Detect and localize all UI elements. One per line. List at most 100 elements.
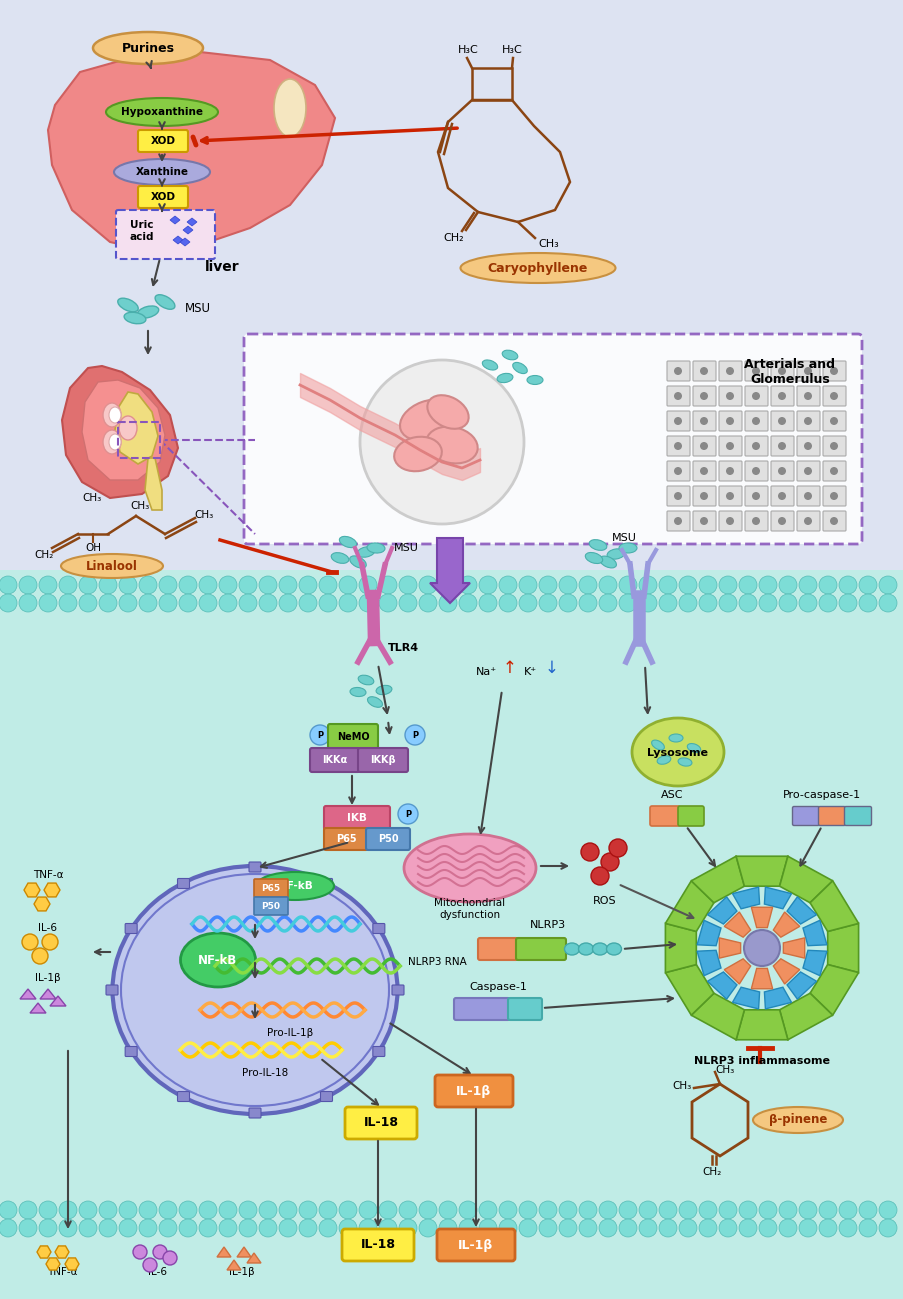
Text: IKB: IKB (347, 813, 367, 824)
Circle shape (19, 1218, 37, 1237)
FancyBboxPatch shape (254, 898, 288, 914)
Ellipse shape (668, 734, 683, 742)
Circle shape (777, 442, 785, 449)
Text: CH₂: CH₂ (702, 1167, 721, 1177)
Text: Xanthine: Xanthine (135, 168, 189, 177)
Circle shape (279, 1202, 297, 1218)
Circle shape (678, 1202, 696, 1218)
Circle shape (119, 594, 137, 612)
Text: liver: liver (204, 260, 239, 274)
Circle shape (159, 594, 177, 612)
Text: Arterials and
Glomerulus: Arterials and Glomerulus (744, 359, 834, 386)
Circle shape (398, 1218, 416, 1237)
Circle shape (777, 392, 785, 400)
FancyBboxPatch shape (770, 511, 793, 531)
Polygon shape (750, 968, 772, 989)
Polygon shape (44, 883, 60, 896)
Circle shape (738, 575, 756, 594)
Circle shape (638, 1218, 656, 1237)
Ellipse shape (427, 395, 468, 429)
Text: H₃C: H₃C (457, 45, 478, 55)
Circle shape (418, 1202, 436, 1218)
Circle shape (725, 392, 733, 400)
Ellipse shape (256, 872, 333, 900)
Circle shape (398, 1202, 416, 1218)
Circle shape (751, 492, 759, 500)
Circle shape (238, 575, 256, 594)
Circle shape (658, 594, 676, 612)
FancyBboxPatch shape (248, 1108, 261, 1118)
Polygon shape (707, 972, 736, 999)
Polygon shape (827, 924, 858, 973)
Polygon shape (187, 218, 197, 226)
Polygon shape (750, 907, 772, 927)
Text: CH₃: CH₃ (672, 1081, 691, 1091)
Circle shape (751, 468, 759, 475)
FancyBboxPatch shape (792, 807, 819, 825)
Polygon shape (783, 938, 804, 959)
Circle shape (674, 517, 681, 525)
FancyBboxPatch shape (796, 410, 819, 431)
Circle shape (139, 575, 157, 594)
Circle shape (803, 392, 811, 400)
FancyBboxPatch shape (116, 210, 215, 259)
Circle shape (751, 392, 759, 400)
Polygon shape (55, 1246, 69, 1257)
Circle shape (829, 417, 837, 425)
Circle shape (418, 575, 436, 594)
Polygon shape (40, 989, 56, 999)
FancyBboxPatch shape (341, 1229, 414, 1261)
Ellipse shape (109, 434, 121, 449)
Circle shape (59, 1202, 77, 1218)
FancyBboxPatch shape (693, 511, 715, 531)
Circle shape (479, 594, 497, 612)
Ellipse shape (103, 403, 121, 427)
Circle shape (418, 594, 436, 612)
Text: P50: P50 (261, 902, 280, 911)
Text: OH: OH (85, 543, 101, 553)
Polygon shape (172, 236, 182, 244)
Ellipse shape (599, 556, 616, 568)
Circle shape (139, 1202, 157, 1218)
Ellipse shape (677, 757, 691, 766)
Text: NeMO: NeMO (336, 733, 369, 742)
Circle shape (59, 594, 77, 612)
Circle shape (397, 804, 417, 824)
FancyBboxPatch shape (718, 436, 741, 456)
Circle shape (778, 575, 796, 594)
Polygon shape (237, 1247, 251, 1257)
Polygon shape (764, 987, 791, 1009)
Polygon shape (665, 924, 695, 973)
Polygon shape (772, 959, 799, 985)
Ellipse shape (686, 743, 700, 752)
Circle shape (339, 1202, 357, 1218)
Circle shape (299, 1218, 317, 1237)
Bar (118, 422, 160, 459)
Circle shape (439, 1218, 457, 1237)
Circle shape (219, 575, 237, 594)
Circle shape (578, 1218, 596, 1237)
Circle shape (803, 492, 811, 500)
Ellipse shape (112, 866, 397, 1115)
Circle shape (619, 1202, 637, 1218)
Circle shape (99, 594, 116, 612)
Circle shape (829, 392, 837, 400)
Circle shape (829, 517, 837, 525)
Polygon shape (696, 920, 721, 946)
Text: CH₃: CH₃ (82, 494, 101, 503)
Circle shape (778, 594, 796, 612)
Text: CH₂: CH₂ (443, 233, 464, 243)
FancyBboxPatch shape (372, 924, 385, 934)
Circle shape (638, 575, 656, 594)
Ellipse shape (124, 312, 145, 323)
Ellipse shape (426, 426, 477, 464)
Text: P65: P65 (261, 883, 280, 892)
Circle shape (803, 368, 811, 375)
Circle shape (39, 1218, 57, 1237)
Circle shape (219, 594, 237, 612)
Circle shape (39, 594, 57, 612)
FancyBboxPatch shape (744, 410, 768, 431)
Circle shape (738, 1202, 756, 1218)
Circle shape (238, 1202, 256, 1218)
Polygon shape (30, 1003, 46, 1013)
